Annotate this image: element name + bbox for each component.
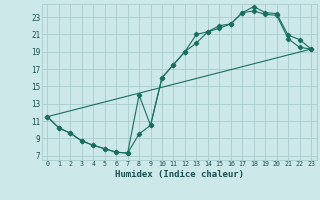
X-axis label: Humidex (Indice chaleur): Humidex (Indice chaleur)	[115, 170, 244, 179]
